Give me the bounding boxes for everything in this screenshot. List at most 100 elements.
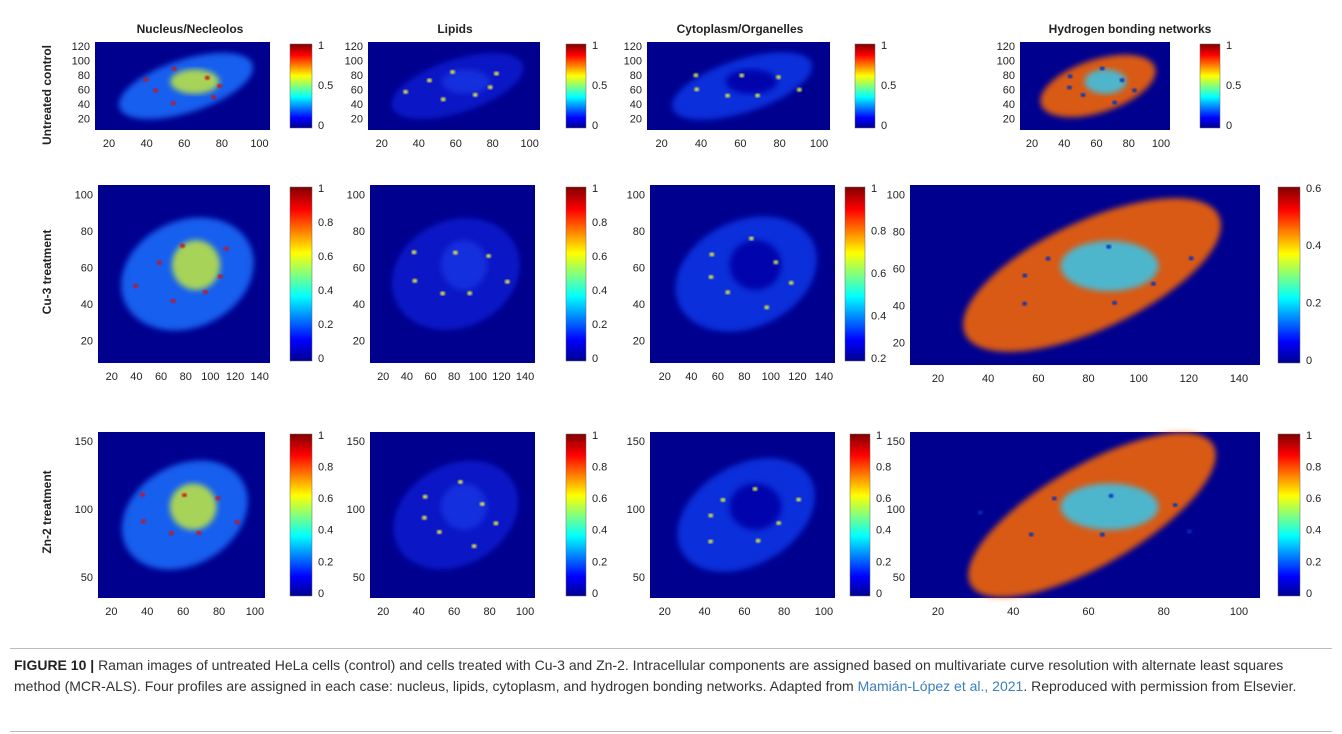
cell-spot bbox=[1186, 529, 1192, 534]
colorbar bbox=[289, 43, 313, 129]
y-tick-label: 100 bbox=[624, 56, 642, 68]
colorbar-tick-label: 1 bbox=[1306, 430, 1312, 442]
cell-spot bbox=[440, 97, 446, 102]
y-tick-label: 60 bbox=[351, 84, 363, 96]
cell-spot bbox=[693, 73, 699, 78]
cell-spot bbox=[153, 88, 159, 93]
cell-spot bbox=[493, 71, 499, 76]
colorbar-tick-label: 0.2 bbox=[1306, 298, 1321, 310]
cell-spot bbox=[412, 278, 418, 283]
cell-spot bbox=[755, 538, 761, 543]
y-tick-label: 20 bbox=[351, 113, 363, 125]
cell-spot bbox=[775, 75, 781, 80]
raman-image bbox=[910, 432, 1260, 598]
y-tick-label: 60 bbox=[1003, 84, 1015, 96]
cell-spot bbox=[1112, 300, 1118, 305]
x-tick-label: 60 bbox=[712, 371, 724, 383]
x-tick-label: 40 bbox=[982, 373, 994, 385]
x-tick-label: 80 bbox=[774, 138, 786, 150]
x-tick-label: 20 bbox=[377, 606, 389, 618]
column-title: Lipids bbox=[437, 22, 473, 36]
colorbar-tick-label: 1 bbox=[592, 430, 598, 442]
cell-spot bbox=[133, 283, 139, 288]
caption-text: Raman images of untreated HeLa cells (co… bbox=[14, 657, 1284, 694]
cell-nucleus bbox=[441, 69, 491, 94]
row-label: Untreated control bbox=[40, 45, 54, 145]
x-tick-label: 100 bbox=[815, 606, 833, 618]
cell-spot bbox=[403, 89, 409, 94]
x-tick-label: 40 bbox=[695, 138, 707, 150]
x-tick-label: 80 bbox=[216, 138, 228, 150]
colorbar-tick-label: 0.6 bbox=[318, 493, 333, 505]
caption-link[interactable]: Mamián-López et al., 2021 bbox=[857, 678, 1024, 694]
cell-spot bbox=[171, 66, 177, 71]
y-tick-label: 120 bbox=[997, 41, 1015, 53]
cell-nucleus bbox=[440, 240, 488, 291]
raman-image bbox=[910, 185, 1260, 365]
raman-image bbox=[650, 432, 835, 598]
caption-label: FIGURE 10 | bbox=[14, 657, 95, 673]
colorbar bbox=[1277, 433, 1301, 597]
y-tick-label: 150 bbox=[75, 436, 93, 448]
cell-spot bbox=[720, 497, 726, 502]
x-tick-label: 20 bbox=[659, 371, 671, 383]
cell-spot bbox=[1028, 532, 1034, 537]
cell-spot bbox=[487, 85, 493, 90]
y-tick-label: 20 bbox=[78, 113, 90, 125]
cell-spot bbox=[796, 87, 802, 92]
y-tick-label: 50 bbox=[353, 572, 365, 584]
colorbar-tick-label: 0 bbox=[318, 353, 324, 365]
cell-spot bbox=[452, 250, 458, 255]
x-tick-label: 40 bbox=[698, 606, 710, 618]
y-tick-label: 80 bbox=[353, 226, 365, 238]
cell-nucleus bbox=[729, 240, 782, 291]
colorbar-tick-label: 0 bbox=[318, 120, 324, 132]
x-tick-label: 140 bbox=[251, 371, 269, 383]
cell-spot bbox=[1112, 100, 1118, 105]
cell-spot bbox=[504, 279, 510, 284]
cell-spot bbox=[170, 298, 176, 303]
cell-spot bbox=[168, 531, 174, 536]
caption-text-end: . Reproduced with permission from Elsevi… bbox=[1023, 678, 1297, 694]
colorbar-tick-label: 0.6 bbox=[318, 251, 333, 263]
y-tick-label: 80 bbox=[633, 226, 645, 238]
cell-nucleus bbox=[1060, 240, 1159, 292]
colorbar-tick-label: 0.2 bbox=[318, 556, 333, 568]
y-tick-label: 120 bbox=[72, 41, 90, 53]
colorbar-tick-label: 0.2 bbox=[876, 556, 891, 568]
colorbar-tick-label: 0 bbox=[1226, 120, 1232, 132]
cell-spot bbox=[1172, 503, 1178, 508]
x-tick-label: 140 bbox=[815, 371, 833, 383]
cell-spot bbox=[202, 289, 208, 294]
colorbar-tick-label: 0.6 bbox=[1306, 493, 1321, 505]
column-title: Nucleus/Necleolos bbox=[137, 22, 244, 36]
colorbar-tick-label: 1 bbox=[318, 430, 324, 442]
y-tick-label: 60 bbox=[78, 84, 90, 96]
y-tick-label: 60 bbox=[630, 84, 642, 96]
x-tick-label: 140 bbox=[516, 371, 534, 383]
y-tick-label: 40 bbox=[81, 299, 93, 311]
x-tick-label: 100 bbox=[1230, 606, 1248, 618]
y-tick-label: 100 bbox=[72, 56, 90, 68]
colorbar-tick-label: 0.2 bbox=[871, 353, 886, 365]
x-tick-label: 100 bbox=[762, 371, 780, 383]
y-tick-label: 80 bbox=[630, 70, 642, 82]
cell-spot bbox=[440, 291, 446, 296]
x-tick-label: 100 bbox=[469, 371, 487, 383]
cell-spot bbox=[773, 260, 779, 265]
y-tick-label: 100 bbox=[347, 190, 365, 202]
colorbar-tick-label: 0 bbox=[592, 588, 598, 600]
colorbar-tick-label: 0.8 bbox=[1306, 462, 1321, 474]
x-tick-label: 100 bbox=[810, 138, 828, 150]
colorbar-tick-label: 0 bbox=[592, 353, 598, 365]
colorbar-tick-label: 0.6 bbox=[1306, 183, 1321, 195]
colorbar-tick-label: 1 bbox=[592, 40, 598, 52]
x-tick-label: 120 bbox=[1180, 373, 1198, 385]
x-tick-label: 60 bbox=[177, 606, 189, 618]
x-tick-label: 100 bbox=[1129, 373, 1147, 385]
y-tick-label: 60 bbox=[633, 263, 645, 275]
raman-image bbox=[95, 42, 270, 130]
y-tick-label: 100 bbox=[997, 56, 1015, 68]
x-tick-label: 60 bbox=[734, 138, 746, 150]
x-tick-label: 40 bbox=[1007, 606, 1019, 618]
